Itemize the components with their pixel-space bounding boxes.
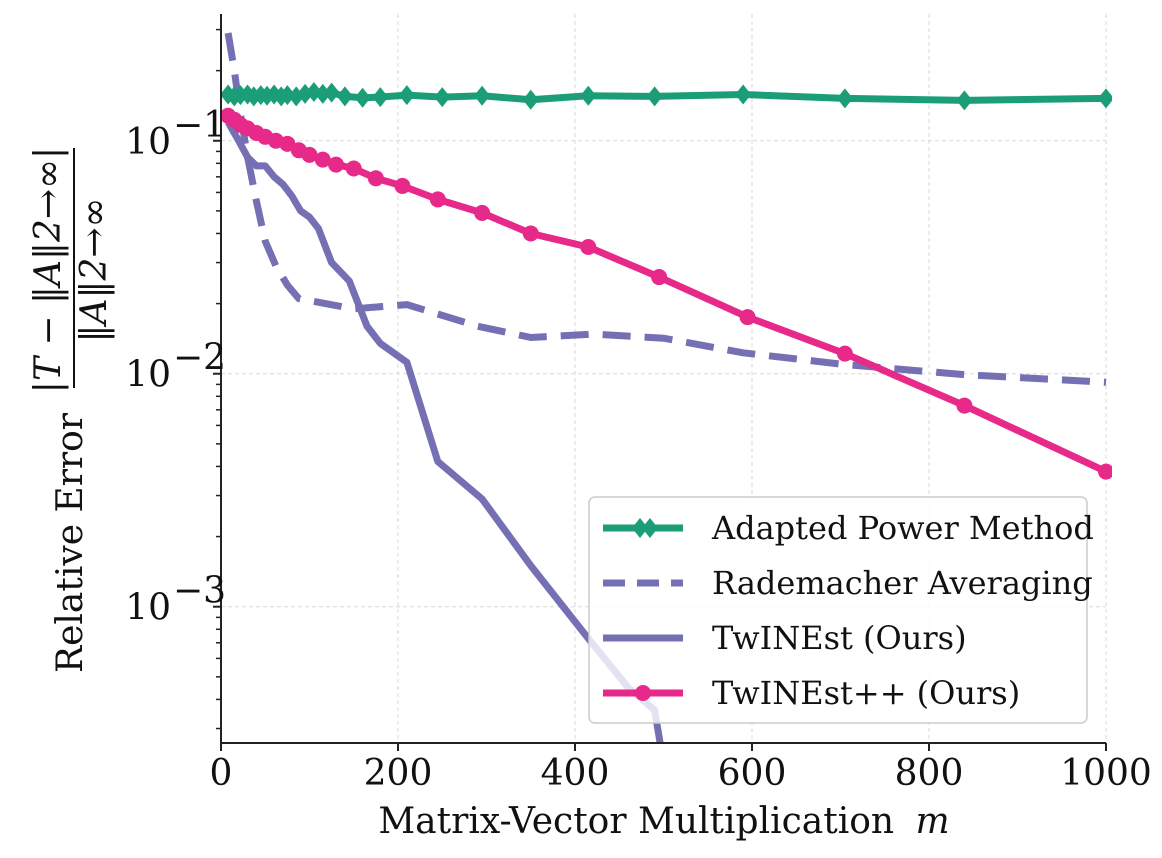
data-point-circle (314, 151, 331, 168)
x-tick-label: 1000 (1060, 753, 1152, 794)
legend-label-0: Adapted Power Method (711, 509, 1094, 547)
y-axis-label-denominator: ‖A‖2→∞ (74, 197, 115, 342)
data-point-circle (429, 191, 446, 208)
data-point-circle (580, 238, 597, 255)
data-point-diamond (836, 88, 853, 109)
data-point-diamond (372, 87, 389, 108)
data-point-diamond (735, 84, 752, 105)
legend-marker-diamond (632, 518, 648, 538)
y-tick-exponent: −2 (173, 338, 226, 379)
data-point-circle (474, 204, 491, 221)
data-point-diamond (1098, 88, 1112, 109)
data-point-circle (836, 345, 853, 362)
data-point-circle (328, 156, 345, 173)
data-point-circle (345, 160, 362, 177)
axes (220, 14, 1106, 744)
data-point-circle (394, 177, 411, 194)
x-ticks: 0 200 400 600 800 1000 (210, 743, 1152, 794)
x-axis-label: Matrix-Vector Multiplication m (378, 801, 949, 842)
data-point-diamond (956, 90, 973, 111)
data-point-circle (1098, 463, 1112, 480)
series-line-2 (225, 120, 664, 743)
y-axis-label-numerator: |T − ‖A‖2→∞| (28, 147, 69, 393)
data-point-circle (956, 397, 973, 414)
y-tick-label: 10 (125, 122, 171, 163)
data-point-circle (301, 146, 318, 163)
data-point-circle (651, 269, 668, 286)
x-tick-label: 0 (210, 753, 233, 794)
legend-label-1: Rademacher Averaging (712, 564, 1093, 602)
legend-label-2: TwINEst (Ours) (712, 619, 967, 657)
legend: Adapted Power Method Rademacher Averaging… (588, 496, 1094, 724)
data-point-circle (522, 225, 539, 242)
y-tick-label: 10 (125, 588, 171, 629)
data-point-diamond (398, 85, 415, 106)
legend-marker-circle (635, 685, 651, 701)
data-point-diamond (646, 86, 663, 107)
x-tick-label: 600 (718, 753, 787, 794)
data-point-circle (367, 170, 384, 187)
legend-marker-diamond (642, 518, 658, 538)
x-tick-label: 200 (364, 753, 433, 794)
y-axis-label-text: Relative Error (50, 412, 91, 673)
x-axis-label-var: m (916, 801, 950, 842)
y-ticks: 10−310−210−1 (125, 28, 226, 730)
data-point-diamond (580, 85, 597, 106)
y-tick-exponent: −1 (173, 105, 226, 146)
data-point-circle (739, 309, 756, 326)
x-tick-label: 800 (895, 753, 964, 794)
data-point-diamond (474, 85, 491, 106)
data-point-diamond (434, 87, 451, 108)
data-point-diamond (323, 82, 340, 103)
legend-box (588, 496, 1088, 724)
data-point-diamond (522, 89, 539, 110)
x-tick-label: 400 (541, 753, 610, 794)
y-tick-exponent: −3 (173, 571, 226, 612)
series-layer (221, 32, 1112, 743)
y-tick-label: 10 (125, 355, 171, 396)
data-point-diamond (336, 86, 353, 107)
data-point-diamond (354, 87, 371, 108)
y-axis-label: Relative Error |T − ‖A‖2→∞| ‖A‖2→∞ (28, 147, 115, 673)
series-line-1 (224, 32, 1107, 386)
x-axis-label-text: Matrix-Vector Multiplication (378, 801, 894, 842)
legend-label-3: TwINEst++ (Ours) (712, 674, 1020, 712)
